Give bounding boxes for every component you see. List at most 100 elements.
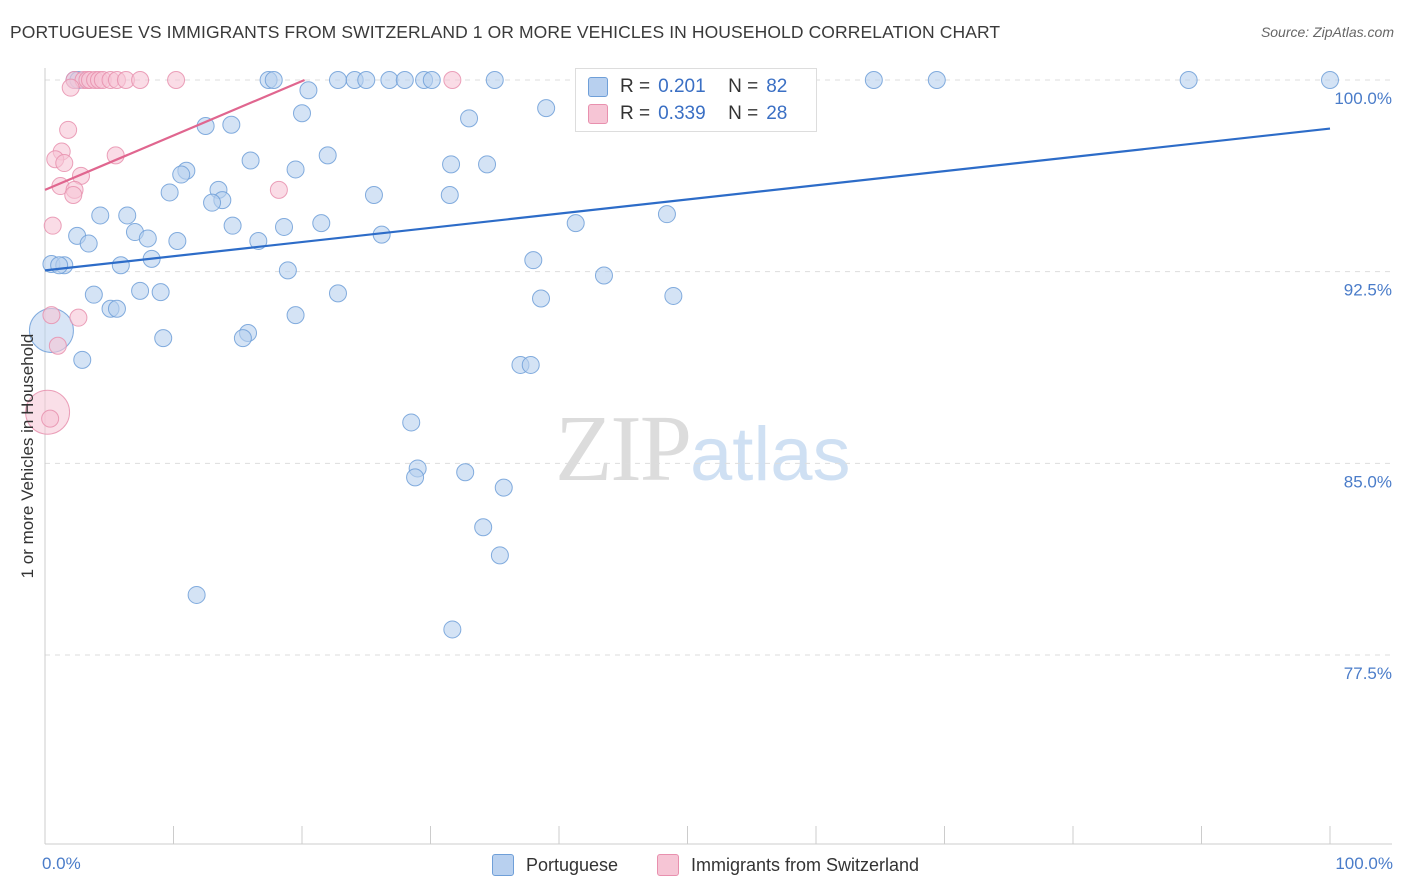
portuguese-point bbox=[927, 71, 946, 89]
portuguese-point bbox=[264, 71, 283, 89]
trend-lines bbox=[44, 78, 1331, 272]
portuguese-point bbox=[395, 71, 414, 89]
legend-r-label: R = bbox=[620, 76, 651, 97]
bottom-legend-switzerland: Immigrants from Switzerland bbox=[657, 852, 919, 878]
switzerland-point bbox=[43, 216, 62, 235]
switzerland-point bbox=[64, 186, 83, 204]
legend-r-label: R = bbox=[620, 103, 651, 124]
portuguese-point bbox=[79, 234, 98, 253]
portuguese-point bbox=[524, 251, 543, 270]
correlation-legend: R = 0.201 N = 82 R = 0.339 N = 28 bbox=[575, 68, 817, 132]
portuguese-point bbox=[249, 232, 268, 250]
portuguese-point bbox=[566, 214, 585, 233]
x-tick-label: 100.0% bbox=[1335, 854, 1393, 873]
portuguese-point bbox=[456, 463, 475, 482]
portuguese-point bbox=[594, 266, 613, 285]
bottom-legend-label: Portuguese bbox=[526, 854, 619, 875]
portuguese-point bbox=[422, 71, 441, 89]
legend-n-label: N = bbox=[728, 76, 759, 97]
portuguese-point bbox=[154, 329, 173, 348]
portuguese-point bbox=[286, 306, 305, 325]
portuguese-point bbox=[664, 286, 683, 305]
portuguese-point bbox=[440, 186, 459, 204]
portuguese-point bbox=[1179, 71, 1198, 89]
portuguese-point bbox=[1321, 71, 1339, 89]
bottom-legend-portuguese: Portuguese bbox=[492, 852, 618, 878]
watermark-zip: ZIP bbox=[555, 397, 692, 501]
portuguese-point bbox=[275, 217, 294, 236]
portuguese-point bbox=[328, 71, 347, 89]
axes bbox=[44, 68, 1392, 845]
portuguese-point bbox=[111, 256, 130, 275]
switzerland-trend-line bbox=[44, 78, 305, 191]
switzerland-point bbox=[167, 71, 186, 89]
chart-title: PORTUGUESE VS IMMIGRANTS FROM SWITZERLAN… bbox=[10, 22, 1001, 42]
portuguese-point bbox=[84, 285, 103, 304]
portuguese-point bbox=[118, 206, 137, 225]
portuguese-point bbox=[233, 329, 252, 348]
portuguese-point bbox=[299, 81, 318, 100]
y-axis-label: 1 or more Vehicles in Household bbox=[18, 334, 37, 579]
portuguese-point bbox=[50, 256, 69, 275]
portuguese-point bbox=[73, 350, 92, 369]
portuguese-point bbox=[318, 146, 337, 165]
switzerland-point bbox=[131, 71, 150, 89]
watermark: ZIPatlas bbox=[555, 395, 851, 503]
y-tick-label: 100.0% bbox=[1334, 89, 1392, 108]
portuguese-point bbox=[402, 413, 421, 432]
portuguese-point bbox=[521, 355, 540, 374]
legend-row-portuguese: R = 0.201 N = 82 bbox=[588, 74, 787, 100]
switzerland-point bbox=[443, 71, 462, 89]
switzerland-point bbox=[48, 336, 67, 355]
y-tick-label: 85.0% bbox=[1344, 472, 1392, 491]
bottom-legend-label: Immigrants from Switzerland bbox=[691, 854, 920, 875]
switzerland-point bbox=[59, 120, 78, 139]
portuguese-point bbox=[293, 104, 311, 123]
legend-row-switzerland: R = 0.339 N = 28 bbox=[588, 101, 787, 127]
portuguese-point bbox=[241, 151, 260, 170]
portuguese-point bbox=[494, 478, 513, 497]
portuguese-point bbox=[478, 155, 497, 174]
data-points bbox=[25, 71, 1339, 639]
portuguese-point bbox=[312, 214, 331, 233]
legend-swatch-pink bbox=[588, 104, 608, 124]
legend-r-value: 0.201 bbox=[658, 76, 706, 97]
x-tick-label: 0.0% bbox=[42, 854, 81, 873]
portuguese-point bbox=[131, 281, 150, 300]
portuguese-point bbox=[357, 71, 376, 89]
switzerland-point bbox=[55, 154, 74, 173]
source-label: Source: ZipAtlas.com bbox=[1260, 24, 1394, 40]
portuguese-point bbox=[460, 109, 479, 128]
switzerland-point bbox=[42, 306, 61, 325]
bottom-legend-swatch-pink bbox=[657, 854, 679, 876]
switzerland-point bbox=[269, 180, 288, 199]
legend-n-label: N = bbox=[728, 103, 759, 124]
portuguese-point bbox=[172, 165, 191, 184]
portuguese-point bbox=[328, 284, 347, 303]
portuguese-point bbox=[485, 71, 504, 89]
portuguese-point bbox=[91, 206, 110, 225]
portuguese-point bbox=[187, 585, 206, 604]
portuguese-point bbox=[532, 289, 551, 308]
switzerland-point bbox=[61, 78, 80, 97]
legend-r-value: 0.339 bbox=[658, 103, 706, 124]
portuguese-point bbox=[474, 518, 493, 537]
portuguese-point bbox=[442, 155, 461, 174]
y-tick-label: 77.5% bbox=[1344, 664, 1392, 683]
portuguese-point bbox=[657, 205, 676, 224]
portuguese-point bbox=[160, 183, 179, 202]
legend-n-value: 28 bbox=[766, 103, 788, 124]
portuguese-point bbox=[380, 71, 399, 89]
portuguese-point bbox=[138, 229, 157, 248]
bottom-legend-swatch-blue bbox=[492, 854, 514, 876]
portuguese-point bbox=[537, 99, 556, 118]
portuguese-point bbox=[151, 283, 170, 302]
portuguese-point bbox=[443, 620, 462, 639]
switzerland-point bbox=[69, 308, 88, 327]
portuguese-trend-line bbox=[44, 127, 1331, 272]
portuguese-point bbox=[364, 186, 383, 204]
portuguese-point bbox=[864, 71, 883, 89]
switzerland-point bbox=[41, 409, 60, 428]
portuguese-point bbox=[203, 193, 222, 212]
